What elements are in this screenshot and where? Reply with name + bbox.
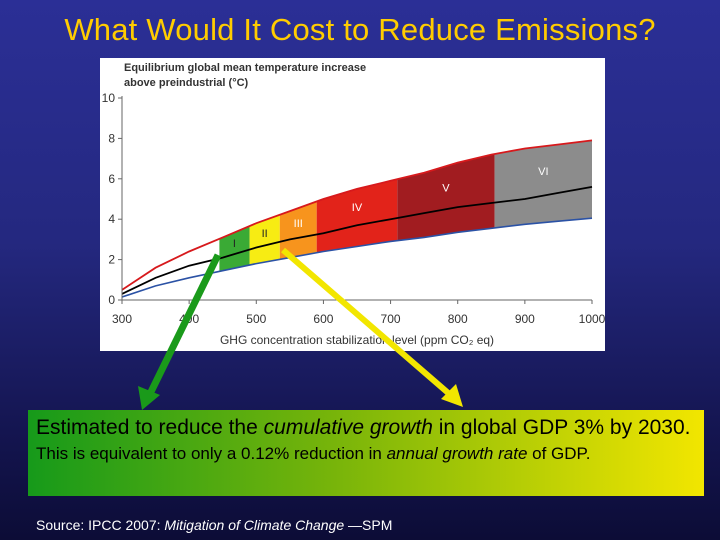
stabilization-chart: Equilibrium global mean temperature incr… — [102, 62, 605, 347]
green-arrowhead — [138, 386, 160, 410]
band-I — [219, 226, 250, 272]
band-label-V: V — [442, 183, 450, 195]
x-tick-label-600: 600 — [313, 312, 333, 326]
y-axis-label-line-2: above preindustrial (°C) — [124, 77, 249, 89]
x-axis-label: GHG concentration stabilization level (p… — [220, 333, 494, 347]
band-label-IV: IV — [352, 202, 363, 214]
green-arrow — [144, 253, 222, 400]
source-citation: Source: IPCC 2007: Mitigation of Climate… — [36, 517, 392, 533]
source-prefix: Source: IPCC 2007: — [36, 517, 165, 533]
y-tick-label-10: 10 — [102, 91, 116, 105]
y-axis-label-line-1: Equilibrium global mean temperature incr… — [124, 62, 366, 74]
band-III — [279, 201, 317, 260]
yellow-arrow — [281, 247, 456, 401]
x-tick-label-900: 900 — [515, 312, 535, 326]
callout-emphasis-2: annual growth rate — [386, 444, 528, 463]
source-title: Mitigation of Climate Change — [164, 517, 345, 533]
slide-title: What Would It Cost to Reduce Emissions? — [64, 12, 656, 47]
x-tick-label-700: 700 — [381, 312, 401, 326]
x-tick-label-1000: 1000 — [579, 312, 605, 326]
band-label-III: III — [294, 218, 303, 230]
callout-text-4: of GDP. — [527, 444, 591, 463]
band-label-II: II — [262, 228, 268, 240]
x-tick-label-300: 300 — [112, 312, 132, 326]
y-tick-label-2: 2 — [108, 253, 115, 267]
band-label-VI: VI — [538, 166, 548, 178]
band-V — [397, 154, 495, 241]
y-tick-label-0: 0 — [108, 293, 115, 307]
callout-text-1: Estimated to reduce the — [36, 416, 264, 439]
source-suffix: —SPM — [344, 517, 393, 533]
upper-bound-curve — [121, 139, 593, 291]
y-tick-label-8: 8 — [108, 131, 115, 145]
band-VI — [494, 140, 592, 228]
y-tick-label-6: 6 — [108, 172, 115, 186]
lower-bound-curve — [121, 217, 593, 298]
x-tick-label-800: 800 — [448, 312, 468, 326]
band-IV — [316, 179, 398, 253]
band-label-I: I — [233, 238, 236, 250]
callout-text-3: This is equivalent to only a 0.12% reduc… — [36, 444, 387, 463]
yellow-arrowhead — [441, 384, 463, 407]
chart-figure: Equilibrium global mean temperature incr… — [100, 58, 605, 351]
cost-callout: Estimated to reduce the cumulative growt… — [28, 410, 704, 496]
band-II — [249, 214, 280, 266]
callout-text-2: in global GDP 3% by 2030. — [432, 416, 691, 439]
callout-emphasis-1: cumulative growth — [263, 416, 433, 439]
best-estimate-curve — [121, 186, 593, 295]
x-tick-label-500: 500 — [246, 312, 266, 326]
y-tick-label-4: 4 — [108, 212, 115, 226]
